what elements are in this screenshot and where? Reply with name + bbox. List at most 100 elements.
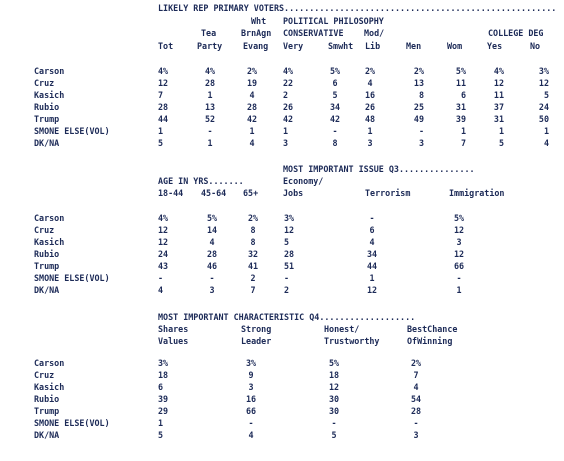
table-cell: 34 xyxy=(366,249,378,259)
header-political-philosophy: POLITICAL PHILOSOPHY xyxy=(283,16,384,26)
header-tot: Tot xyxy=(158,41,174,51)
table-cell: 6 xyxy=(460,90,466,100)
table-cell: 46 xyxy=(206,261,218,271)
table-cell: 44 xyxy=(158,114,169,124)
table-cell: 12 xyxy=(493,78,504,88)
header-immigration: Immigration xyxy=(449,188,505,198)
table-cell: 41 xyxy=(247,261,259,271)
row-label: DK/NA xyxy=(34,430,60,440)
table-cell: 4% xyxy=(158,66,169,76)
header-yes: Yes xyxy=(487,41,503,51)
header-age-65-plus: 65+ xyxy=(243,188,259,198)
table-cell: 66 xyxy=(453,261,465,271)
table-cell: 25 xyxy=(413,102,424,112)
table-cell: 31 xyxy=(493,114,504,124)
header-college-deg: COLLEGE DEG xyxy=(488,28,544,38)
row-label: Rubio xyxy=(34,102,60,112)
table-cell: - xyxy=(418,126,424,136)
header-conservative: CONSERVATIVE xyxy=(283,28,344,38)
table-cell: 8 xyxy=(418,90,424,100)
table-cell: 1 xyxy=(283,126,289,136)
row-label: Rubio xyxy=(34,394,60,404)
table-cell: 2 xyxy=(284,285,290,295)
table-cell: - xyxy=(456,273,462,283)
header-strong: Strong xyxy=(241,324,272,334)
table-cell: 44 xyxy=(366,261,378,271)
table-cell: 1 xyxy=(498,126,504,136)
table-cell: 4% xyxy=(493,66,504,76)
table-cell: 7 xyxy=(460,138,466,148)
table-cell: 14 xyxy=(206,225,218,235)
table-cell: 12 xyxy=(538,78,549,88)
characteristic-banner: MOST IMPORTANT CHARACTERISTIC Q4........… xyxy=(158,312,416,322)
table-cell: 13 xyxy=(204,102,216,112)
header-smwht: Smwht xyxy=(328,41,354,51)
header-terrorism: Terrorism xyxy=(365,188,411,198)
table-cell: 42 xyxy=(329,114,341,124)
table-cell: - xyxy=(209,273,215,283)
row-label: Trump xyxy=(34,261,60,271)
header-trustworthy: Trustworthy xyxy=(324,336,380,346)
table-cell: - xyxy=(331,418,337,428)
table-cell: 3 xyxy=(248,382,254,392)
table-cell: 3% xyxy=(245,358,257,368)
header-jobs: Jobs xyxy=(283,188,304,198)
table-cell: 28 xyxy=(204,78,216,88)
header-economy: Economy/ xyxy=(283,176,324,186)
table-cell: 34 xyxy=(329,102,341,112)
header-party: Party xyxy=(197,41,223,51)
table-cell: - xyxy=(158,273,164,283)
table-cell: 12 xyxy=(284,225,295,235)
table-cell: 4 xyxy=(367,78,373,88)
header-brnagn: BrnAgn xyxy=(241,28,272,38)
table-cell: 4% xyxy=(283,66,294,76)
row-label: Cruz xyxy=(34,370,55,380)
row-label: Cruz xyxy=(34,225,55,235)
row-label: DK/NA xyxy=(34,138,60,148)
table-cell: 5% xyxy=(328,358,340,368)
table-cell: 1 xyxy=(207,138,213,148)
table-cell: 49 xyxy=(413,114,424,124)
header-very: Very xyxy=(283,41,304,51)
table-cell: 24 xyxy=(538,102,549,112)
row-label: DK/NA xyxy=(34,285,60,295)
row-label: Carson xyxy=(34,66,65,76)
table-cell: 1 xyxy=(367,126,373,136)
table-cell: 1 xyxy=(158,126,164,136)
table-cell: - xyxy=(284,273,290,283)
row-label: SMONE ELSE(VOL) xyxy=(34,418,110,428)
table-cell: 1 xyxy=(543,126,549,136)
table-cell: 1 xyxy=(158,418,164,428)
table-cell: 12 xyxy=(453,249,465,259)
table-cell: 51 xyxy=(284,261,295,271)
header-no: No xyxy=(530,41,541,51)
table-cell: 3% xyxy=(284,213,295,223)
row-label: Kasich xyxy=(34,382,65,392)
table-cell: 19 xyxy=(246,78,258,88)
table-cell: 5% xyxy=(455,66,466,76)
table-cell: 1 xyxy=(456,285,462,295)
table-cell: 29 xyxy=(158,406,169,416)
table-cell: 28 xyxy=(284,249,295,259)
table-cell: 3 xyxy=(209,285,215,295)
table-cell: 28 xyxy=(410,406,422,416)
table-cell: 5% xyxy=(453,213,465,223)
table-cell: 12 xyxy=(453,225,465,235)
table-cell: 6 xyxy=(332,78,338,88)
table-cell: 1 xyxy=(207,90,213,100)
table-cell: 48 xyxy=(364,114,376,124)
table-cell: 16 xyxy=(364,90,376,100)
table-cell: - xyxy=(369,213,375,223)
row-label: SMONE ELSE(VOL) xyxy=(34,126,110,136)
row-label: Kasich xyxy=(34,90,65,100)
table-cell: 4 xyxy=(413,382,419,392)
table-cell: 6 xyxy=(158,382,164,392)
table-cell: 18 xyxy=(328,370,340,380)
header-men: Men xyxy=(406,41,422,51)
table-cell: 4 xyxy=(369,237,375,247)
table-cell: 5 xyxy=(543,90,549,100)
table-cell: 39 xyxy=(158,394,169,404)
table-cell: 42 xyxy=(246,114,258,124)
table-cell: 7 xyxy=(413,370,419,380)
table-cell: 3 xyxy=(413,430,419,440)
